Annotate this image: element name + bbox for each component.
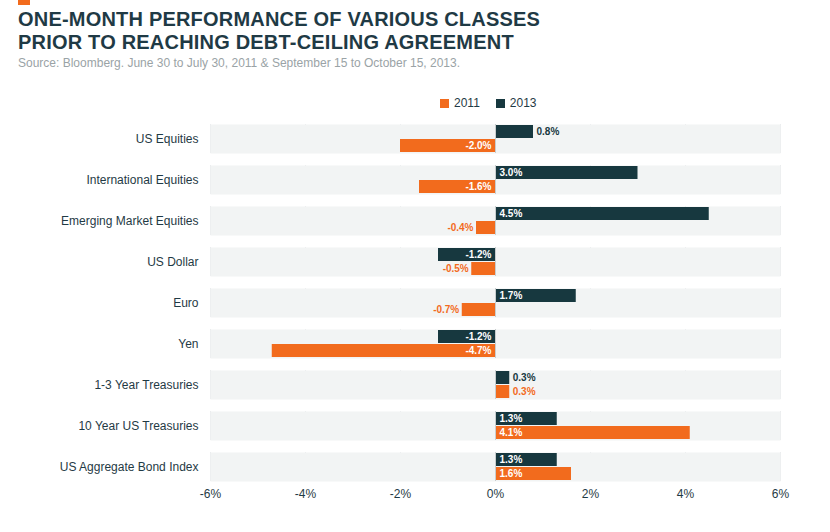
svg-text:-0.7%: -0.7% (433, 304, 459, 315)
svg-text:4%: 4% (677, 487, 695, 501)
svg-text:International Equities: International Equities (86, 173, 198, 187)
svg-text:0.3%: 0.3% (513, 372, 536, 383)
svg-text:US Aggregate Bond Index: US Aggregate Bond Index (60, 460, 199, 474)
svg-text:3.0%: 3.0% (500, 167, 523, 178)
svg-text:Euro: Euro (173, 296, 199, 310)
html-text:ONE-MONTH PERFORMANCE OF VARIO: ONE-MONTH PERFORMANCE OF VARIOUS CLASSES… (18, 8, 541, 53)
svg-text:4.1%: 4.1% (500, 427, 523, 438)
svg-text:6%: 6% (772, 487, 790, 501)
svg-text:-1.6%: -1.6% (465, 181, 491, 192)
svg-text:Emerging Market Equities: Emerging Market Equities (61, 214, 198, 228)
svg-text:-1.2%: -1.2% (465, 331, 491, 342)
svg-text:1.3%: 1.3% (500, 413, 523, 424)
svg-text:1.3%: 1.3% (500, 454, 523, 465)
svg-text:2%: 2% (582, 487, 600, 501)
svg-text:-4%: -4% (295, 487, 317, 501)
svg-text:-6%: -6% (200, 487, 222, 501)
svg-text:US Dollar: US Dollar (147, 255, 198, 269)
svg-text:Yen: Yen (178, 337, 198, 351)
svg-text:-0.5%: -0.5% (443, 263, 469, 274)
svg-text:1-3 Year Treasuries: 1-3 Year Treasuries (94, 378, 198, 392)
html-text:Source: Bloomberg. June 30 to: Source: Bloomberg. June 30 to July 30, 2… (18, 56, 461, 70)
svg-text:-2.0%: -2.0% (465, 140, 491, 151)
svg-text:4.5%: 4.5% (500, 208, 523, 219)
svg-text:0%: 0% (487, 487, 505, 501)
svg-text:-2%: -2% (390, 487, 412, 501)
html-text:2013: 2013 (509, 96, 537, 110)
html-text:2011: 2011 (454, 96, 480, 110)
svg-text:0.8%: 0.8% (537, 126, 560, 137)
svg-text:-1.2%: -1.2% (465, 249, 491, 260)
svg-text:US Equities: US Equities (136, 132, 199, 146)
svg-text:10 Year US Treasuries: 10 Year US Treasuries (78, 419, 198, 433)
svg-text:-0.4%: -0.4% (447, 222, 473, 233)
svg-text:0.3%: 0.3% (513, 386, 536, 397)
svg-text:1.6%: 1.6% (500, 468, 523, 479)
svg-text:1.7%: 1.7% (500, 290, 523, 301)
svg-text:-4.7%: -4.7% (465, 345, 491, 356)
